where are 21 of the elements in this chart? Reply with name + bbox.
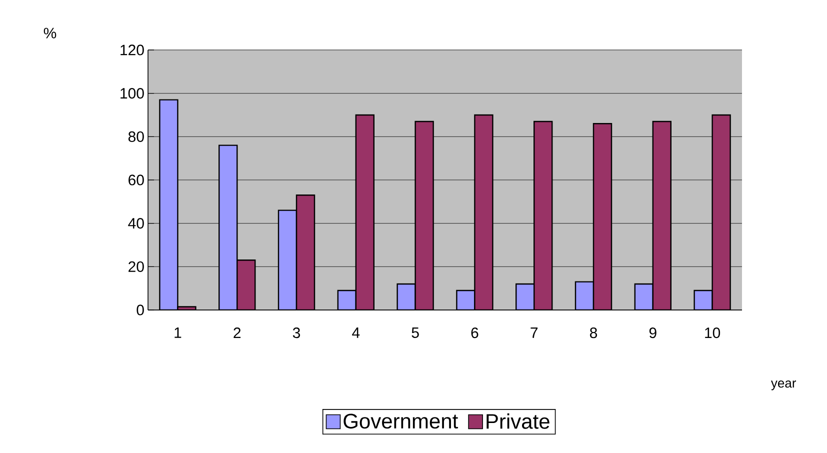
y-tick-label: 80 (128, 131, 144, 142)
x-tick-label: 2 (234, 328, 241, 338)
y-tick-label: 60 (128, 174, 144, 186)
legend-label: Private (486, 413, 550, 429)
x-tick-label: 8 (590, 328, 598, 338)
x-tick-label: 10 (705, 328, 720, 338)
x-tick-label: 5 (412, 328, 419, 338)
x-tick-label: 4 (352, 328, 360, 338)
x-tick-label: 3 (292, 328, 300, 338)
y-tick-label: 40 (128, 218, 144, 229)
legend-label: Government (344, 414, 458, 429)
y-axis-title: % (44, 28, 56, 38)
x-tick-label: 7 (530, 328, 538, 338)
x-tick-label: 1 (174, 328, 182, 338)
x-tick-label: 6 (471, 328, 478, 338)
x-tick-label: 9 (649, 328, 656, 338)
y-tick-label: 100 (120, 88, 144, 99)
y-tick-label: 20 (128, 261, 144, 272)
x-axis-title: year (770, 380, 796, 390)
y-tick-label: 120 (120, 44, 144, 56)
y-tick-label: 0 (136, 304, 144, 316)
